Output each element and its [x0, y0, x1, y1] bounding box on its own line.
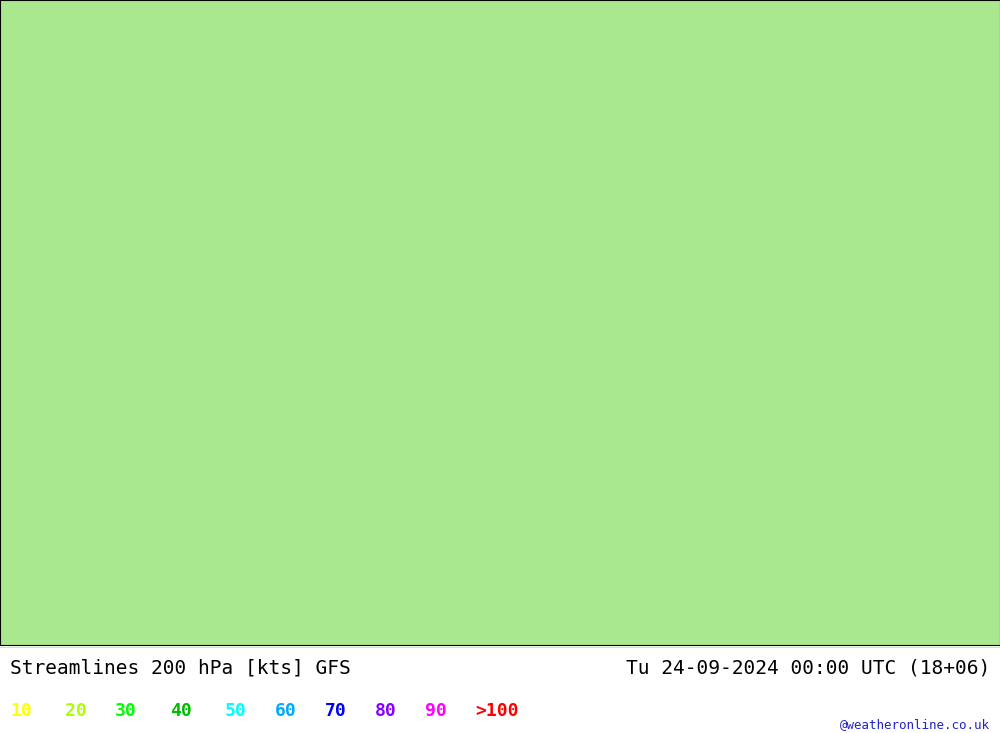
Text: Tu 24-09-2024 00:00 UTC (18+06): Tu 24-09-2024 00:00 UTC (18+06): [626, 658, 990, 677]
Text: Streamlines 200 hPa [kts] GFS: Streamlines 200 hPa [kts] GFS: [10, 658, 351, 677]
Text: 50: 50: [225, 701, 247, 720]
Text: 80: 80: [375, 701, 397, 720]
Text: >100: >100: [475, 701, 518, 720]
Text: 20: 20: [65, 701, 87, 720]
Text: 60: 60: [275, 701, 297, 720]
Text: 90: 90: [425, 701, 447, 720]
Text: 70: 70: [325, 701, 347, 720]
Text: @weatheronline.co.uk: @weatheronline.co.uk: [840, 718, 990, 732]
Text: 10: 10: [10, 701, 32, 720]
Text: 30: 30: [115, 701, 137, 720]
Text: 40: 40: [170, 701, 192, 720]
